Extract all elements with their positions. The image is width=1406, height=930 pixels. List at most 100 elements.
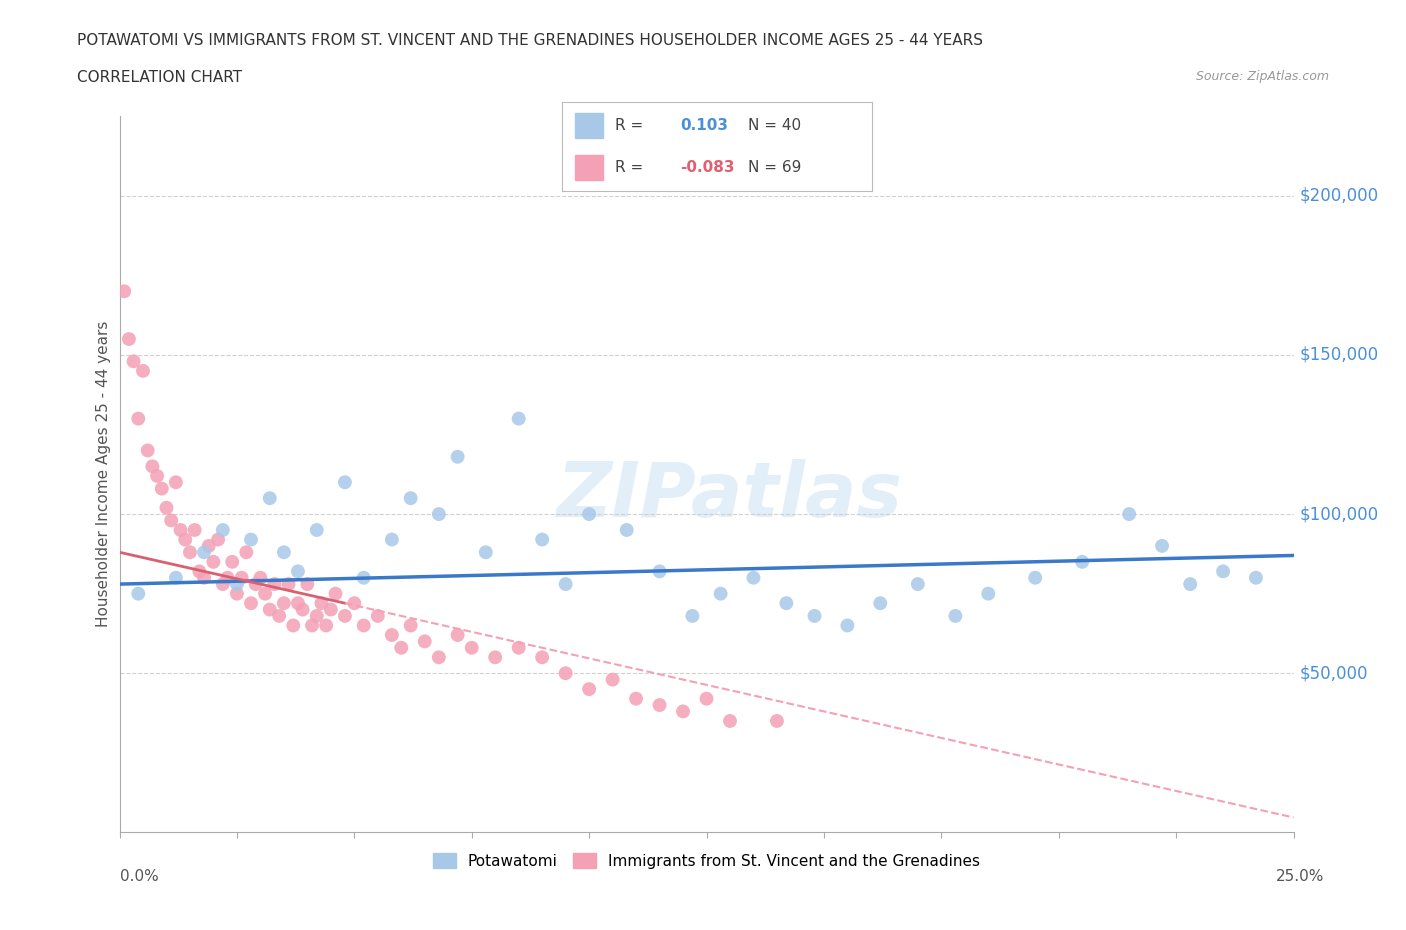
Point xyxy=(287,596,309,611)
Point xyxy=(112,284,135,299)
Point xyxy=(475,545,498,560)
Point xyxy=(837,618,859,633)
Text: CORRELATION CHART: CORRELATION CHART xyxy=(77,70,242,85)
Point xyxy=(193,570,215,585)
Text: N = 69: N = 69 xyxy=(748,160,801,175)
Point xyxy=(146,469,169,484)
Text: Source: ZipAtlas.com: Source: ZipAtlas.com xyxy=(1195,70,1329,83)
Point xyxy=(616,523,638,538)
Point xyxy=(343,596,366,611)
Point xyxy=(118,332,141,347)
Text: -0.083: -0.083 xyxy=(681,160,734,175)
Point xyxy=(353,618,375,633)
Point xyxy=(240,596,263,611)
Point xyxy=(225,586,249,601)
Text: $200,000: $200,000 xyxy=(1299,187,1378,205)
Bar xyxy=(575,155,603,180)
Point xyxy=(160,513,183,528)
Point xyxy=(283,618,305,633)
Point xyxy=(1024,570,1046,585)
Point xyxy=(1180,577,1202,591)
Point xyxy=(221,554,243,569)
Point xyxy=(165,475,187,490)
Point xyxy=(427,507,450,522)
Y-axis label: Householder Income Ages 25 - 44 years: Householder Income Ages 25 - 44 years xyxy=(96,321,111,628)
Text: ZIPatlas: ZIPatlas xyxy=(557,458,903,533)
Text: 0.103: 0.103 xyxy=(681,118,728,133)
Text: 0.0%: 0.0% xyxy=(120,869,159,883)
Point xyxy=(235,545,257,560)
Point xyxy=(718,713,741,728)
Point xyxy=(183,523,205,538)
Point xyxy=(484,650,506,665)
Point xyxy=(1118,507,1140,522)
Text: N = 40: N = 40 xyxy=(748,118,801,133)
Point xyxy=(254,586,277,601)
Point xyxy=(311,596,333,611)
Text: R =: R = xyxy=(614,118,643,133)
Point xyxy=(531,650,554,665)
Point xyxy=(389,641,412,656)
Point xyxy=(127,586,149,601)
Point xyxy=(446,628,468,643)
Point xyxy=(602,672,624,687)
Point xyxy=(775,596,797,611)
Point xyxy=(869,596,891,611)
Point xyxy=(907,577,929,591)
Point xyxy=(297,577,319,591)
Point xyxy=(169,523,191,538)
Text: $100,000: $100,000 xyxy=(1299,505,1378,523)
Point xyxy=(681,608,703,623)
Point xyxy=(578,682,600,697)
Point xyxy=(1212,564,1234,578)
Text: POTAWATOMI VS IMMIGRANTS FROM ST. VINCENT AND THE GRENADINES HOUSEHOLDER INCOME : POTAWATOMI VS IMMIGRANTS FROM ST. VINCEN… xyxy=(77,33,983,47)
Point xyxy=(319,602,342,617)
Point xyxy=(325,586,347,601)
Point xyxy=(427,650,450,665)
Bar xyxy=(575,113,603,138)
Point xyxy=(259,602,281,617)
Point xyxy=(231,570,253,585)
Point xyxy=(155,500,177,515)
Point xyxy=(353,570,375,585)
Point xyxy=(273,545,295,560)
Point xyxy=(672,704,695,719)
Point xyxy=(399,618,422,633)
Legend: Potawatomi, Immigrants from St. Vincent and the Grenadines: Potawatomi, Immigrants from St. Vincent … xyxy=(426,846,987,875)
Point xyxy=(333,475,356,490)
Point xyxy=(136,443,159,458)
Point xyxy=(554,577,576,591)
Text: $50,000: $50,000 xyxy=(1299,664,1368,683)
Point xyxy=(287,564,309,578)
Point xyxy=(245,577,267,591)
Point xyxy=(301,618,323,633)
Point xyxy=(263,577,285,591)
Point xyxy=(273,596,295,611)
Point xyxy=(179,545,201,560)
Point xyxy=(554,666,576,681)
Point xyxy=(202,554,225,569)
Point xyxy=(446,449,468,464)
Point xyxy=(197,538,219,553)
Point xyxy=(508,411,530,426)
Point xyxy=(188,564,211,578)
Point xyxy=(696,691,718,706)
Point xyxy=(193,545,215,560)
Point xyxy=(315,618,337,633)
Point xyxy=(333,608,356,623)
Point xyxy=(742,570,765,585)
Point xyxy=(207,532,229,547)
Point xyxy=(531,532,554,547)
Point xyxy=(150,481,173,496)
Point xyxy=(803,608,825,623)
Point xyxy=(259,491,281,506)
Point xyxy=(277,577,299,591)
Text: 25.0%: 25.0% xyxy=(1277,869,1324,883)
Point xyxy=(127,411,149,426)
Point xyxy=(217,570,239,585)
Point xyxy=(381,628,404,643)
Point xyxy=(399,491,422,506)
Point xyxy=(211,577,233,591)
Point xyxy=(249,570,271,585)
Point xyxy=(1071,554,1094,569)
